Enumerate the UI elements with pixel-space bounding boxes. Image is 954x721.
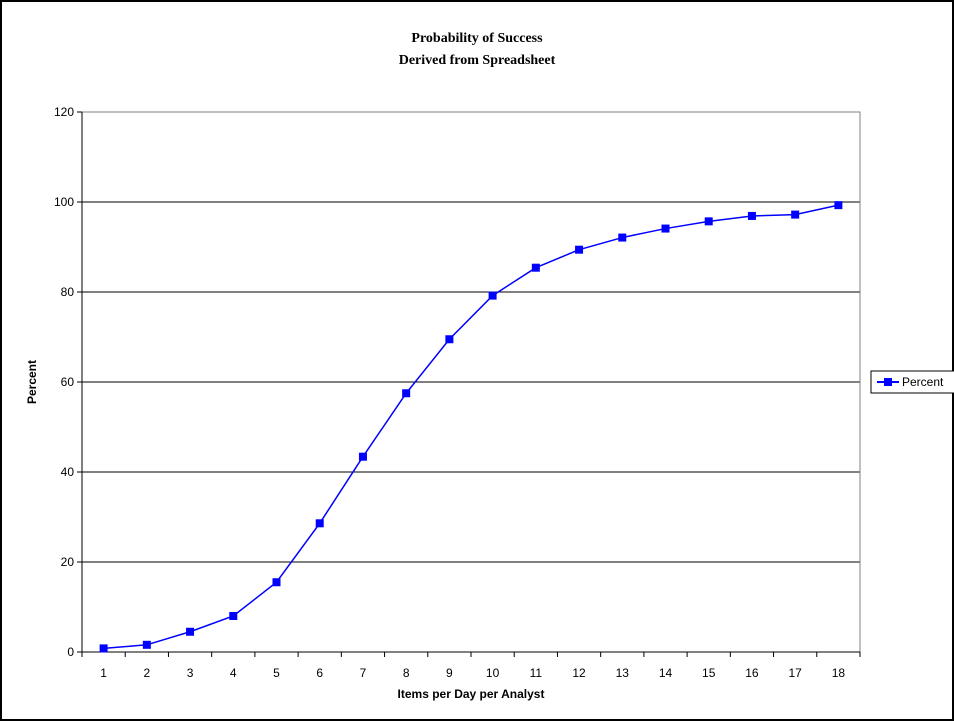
data-point [531,263,540,272]
y-tick-label: 60 [61,375,75,389]
x-tick-label: 14 [659,666,673,680]
data-point [315,519,324,528]
chart-subtitle: Derived from Spreadsheet [398,53,556,68]
data-point [402,389,411,398]
legend: Percent [870,370,954,394]
legend-box [870,370,954,394]
x-tick-label: 4 [230,666,237,680]
x-tick-label: 18 [832,666,846,680]
y-tick-label: 0 [67,645,74,659]
y-tick-label: 120 [54,105,74,119]
data-point [186,627,195,636]
data-point [834,201,843,210]
chart-title: Probability of Success [411,31,543,46]
data-point [704,217,713,226]
data-point [791,210,800,219]
x-tick-label: 15 [702,666,716,680]
x-tick-label: 17 [788,666,802,680]
x-tick-label: 10 [486,666,500,680]
legend-marker-icon [884,378,892,386]
x-tick-label: 1 [100,666,107,680]
data-point [445,335,454,344]
x-tick-label: 5 [273,666,280,680]
x-tick-label: 3 [187,666,194,680]
y-axis-title: Percent [25,360,39,404]
y-tick-label: 80 [61,285,75,299]
x-tick-label: 16 [745,666,759,680]
x-tick-label: 13 [616,666,630,680]
data-point [488,291,497,300]
series-percent [99,201,843,653]
data-point [99,644,108,653]
data-point [575,245,584,254]
data-point [747,211,756,220]
data-point [229,612,238,620]
x-tick-label: 11 [530,666,543,680]
y-tick-label: 20 [61,555,75,569]
data-point [618,233,627,242]
data-point [661,224,670,233]
x-tick-label: 9 [446,666,453,680]
x-tick-label: 8 [403,666,410,680]
y-tick-label: 40 [61,465,75,479]
data-point [358,452,367,461]
x-axis-title: Items per Day per Analyst [398,687,545,701]
legend-label: Percent [902,375,944,389]
series-line [103,204,839,650]
data-point [272,578,281,587]
x-tick-label: 7 [360,666,367,680]
x-tick-label: 2 [143,666,150,680]
x-tick-label: 12 [572,666,586,680]
data-point [142,640,151,649]
gridlines [82,201,860,563]
y-tick-label: 100 [54,195,74,209]
x-tick-label: 6 [316,666,323,680]
